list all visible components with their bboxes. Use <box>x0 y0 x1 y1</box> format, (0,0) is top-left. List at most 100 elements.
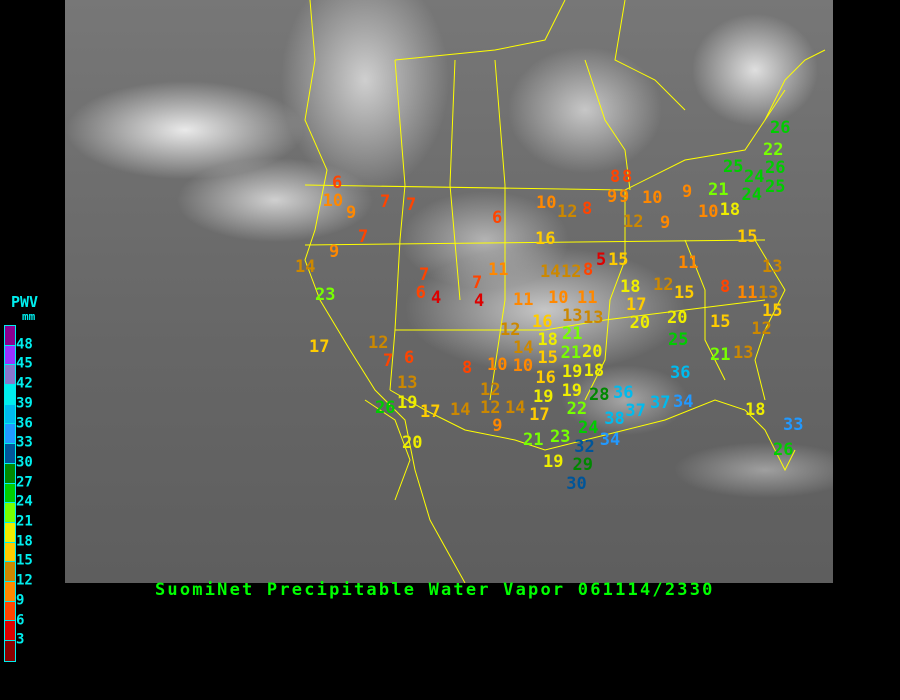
legend-swatch <box>5 621 15 641</box>
station-pwv-value: 17 <box>626 294 647 315</box>
station-pwv-value: 6 <box>404 347 415 368</box>
station-pwv-value: 24 <box>578 417 599 438</box>
station-pwv-value: 14 <box>540 261 561 282</box>
station-pwv-value: 36 <box>670 362 691 383</box>
station-pwv-value: 15 <box>737 226 758 247</box>
station-pwv-value: 10 <box>487 354 508 375</box>
station-pwv-value: 17 <box>420 401 441 422</box>
station-pwv-value: 6 <box>332 172 343 193</box>
station-pwv-value: 38 <box>604 408 625 429</box>
station-pwv-value: 28 <box>589 384 610 405</box>
legend-swatch <box>5 424 15 445</box>
station-pwv-value: 14 <box>513 337 534 358</box>
legend-swatch <box>5 385 15 405</box>
station-pwv-value: 4 <box>474 290 485 311</box>
station-pwv-value: 18 <box>620 276 641 297</box>
station-pwv-value: 13 <box>762 256 783 277</box>
station-pwv-value: 13 <box>583 307 604 328</box>
political-borders <box>304 0 826 583</box>
station-pwv-value: 16 <box>532 311 553 332</box>
station-pwv-value: 8 <box>720 276 731 297</box>
station-pwv-value: 7 <box>358 226 369 247</box>
legend-swatch <box>5 601 15 622</box>
station-pwv-value: 29 <box>572 455 593 476</box>
station-pwv-value: 10 <box>512 356 534 376</box>
station-pwv-value: 26 <box>773 439 794 460</box>
station-pwv-value: 22 <box>763 139 784 160</box>
station-pwv-value: 10 <box>548 287 569 308</box>
legend-label: 15 <box>16 552 33 569</box>
station-pwv-value: 12 <box>623 211 644 232</box>
station-pwv-value: 10 <box>536 192 557 213</box>
station-pwv-value: 25 <box>765 176 786 197</box>
station-pwv-value: 17 <box>529 404 550 425</box>
legend-label: 48 <box>16 336 33 353</box>
legend-swatch <box>5 444 15 464</box>
legend-label: 42 <box>16 375 33 392</box>
legend-label: 24 <box>16 493 33 510</box>
station-pwv-value: 8 <box>462 357 473 378</box>
legend-swatch <box>5 345 15 366</box>
station-pwv-value: 22 <box>566 398 588 419</box>
station-pwv-value: 32 <box>574 436 595 457</box>
station-pwv-value: 10 <box>698 201 719 222</box>
station-pwv-value: 13 <box>397 372 418 393</box>
legend-swatch <box>5 641 15 661</box>
station-pwv-value: 23 <box>315 284 336 305</box>
station-pwv-value: 20 <box>629 313 651 333</box>
station-pwv-value: 15 <box>710 311 731 332</box>
legend-label: 39 <box>16 395 33 412</box>
legend-label: 12 <box>16 572 33 589</box>
station-pwv-value: 15 <box>608 249 629 270</box>
station-pwv-value: 11 <box>678 252 699 273</box>
legend-swatch <box>5 365 15 386</box>
station-pwv-value: 9 <box>660 212 671 233</box>
station-pwv-value: 16 <box>535 228 556 249</box>
station-pwv-value: 9 <box>329 241 340 262</box>
station-pwv-value: 24 <box>741 185 762 206</box>
station-pwv-value: 15 <box>762 300 783 321</box>
station-pwv-value: 24 <box>744 166 765 187</box>
station-pwv-value: 4 <box>431 287 442 308</box>
color-legend <box>4 325 16 662</box>
legend-swatch <box>5 404 15 425</box>
legend-label: 27 <box>16 474 33 491</box>
station-pwv-value: 14 <box>505 397 526 418</box>
station-pwv-value: 20 <box>582 341 603 362</box>
station-pwv-value: 5 <box>596 249 607 270</box>
legend-swatch <box>5 562 15 582</box>
station-pwv-value: 7 <box>380 191 391 212</box>
legend-label: 9 <box>16 592 25 609</box>
station-pwv-value: 9 <box>492 415 503 436</box>
legend-swatch <box>5 326 15 346</box>
station-pwv-value: 36 <box>613 382 634 403</box>
station-pwv-value: 13 <box>733 342 754 363</box>
station-pwv-value: 19 <box>397 392 418 413</box>
station-pwv-value: 10 <box>322 191 344 211</box>
station-pwv-value: 30 <box>566 473 587 494</box>
station-pwv-value: 14 <box>450 399 471 420</box>
station-pwv-value: 11 <box>513 289 534 310</box>
legend-label: 18 <box>16 533 33 550</box>
legend-swatch <box>5 542 15 563</box>
station-pwv-value: 19 <box>561 380 582 401</box>
station-pwv-value: 12 <box>480 379 501 400</box>
legend-label: 30 <box>16 454 33 471</box>
station-pwv-value: 12 <box>561 261 582 282</box>
station-pwv-value: 16 <box>535 367 556 388</box>
station-pwv-value: 26 <box>765 157 786 178</box>
station-pwv-value: 23 <box>550 426 571 447</box>
station-pwv-value: 12 <box>500 319 521 340</box>
station-pwv-value: 26 <box>770 117 791 138</box>
station-pwv-value: 18 <box>537 330 558 351</box>
station-pwv-value: 18 <box>583 360 605 381</box>
station-pwv-value: 9 <box>619 186 630 207</box>
station-pwv-value: 8 <box>583 259 594 280</box>
station-pwv-value: 15 <box>674 282 695 303</box>
legend-unit: mm <box>22 310 36 323</box>
station-pwv-value: 21 <box>562 323 583 344</box>
station-pwv-value: 15 <box>537 348 558 369</box>
figure-title: SuomiNet Precipitable Water Vapor 061114… <box>155 580 715 600</box>
station-pwv-value: 9 <box>346 202 357 223</box>
station-pwv-value: 8 <box>622 166 633 187</box>
